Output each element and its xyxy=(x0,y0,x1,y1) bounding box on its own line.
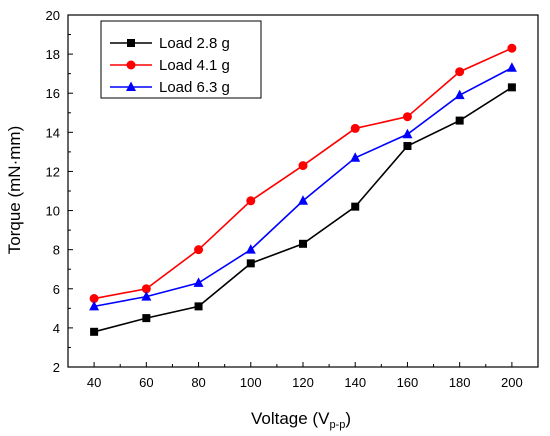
data-point xyxy=(402,128,413,139)
y-tick-label: 2 xyxy=(53,360,60,375)
data-point xyxy=(89,300,100,311)
y-tick-label: 10 xyxy=(46,204,60,219)
data-point xyxy=(455,67,465,77)
data-point xyxy=(194,245,204,255)
data-point xyxy=(298,195,308,205)
data-point xyxy=(402,112,412,122)
data-point xyxy=(246,259,255,268)
series-line xyxy=(93,67,513,308)
legend-items: Load 2.8 g Load 4.1 g Load 6.3 g xyxy=(110,35,230,96)
data-point xyxy=(454,89,465,100)
ticks-layer: 40 60 80 100 120 140 160 180 200 2 4 6 8 10 12 14 16 18 20 xyxy=(46,8,523,390)
y-tick-label: 20 xyxy=(46,8,60,23)
data-point xyxy=(350,123,360,133)
y-tick-label: 16 xyxy=(46,86,60,101)
y-tick-label: 4 xyxy=(53,321,60,336)
plot-frame xyxy=(67,14,539,368)
y-tick-label: 14 xyxy=(46,125,60,140)
data-point xyxy=(193,277,204,287)
x-tick-label: 100 xyxy=(240,375,262,390)
series-layer xyxy=(89,43,517,336)
legend-label: Load 4.1 g xyxy=(159,57,230,74)
y-axis-title: Torque (mN·mm) xyxy=(5,126,24,254)
data-point xyxy=(455,116,464,125)
x-tick-label: 160 xyxy=(397,375,419,390)
data-point xyxy=(245,244,256,254)
legend-marker xyxy=(126,81,136,91)
data-point xyxy=(89,294,99,304)
x-axis-title-subscript: p-p xyxy=(329,419,345,431)
data-point xyxy=(351,202,360,211)
data-point xyxy=(507,43,517,53)
x-tick-label: 140 xyxy=(344,375,366,390)
x-tick-label: 40 xyxy=(87,375,101,390)
legend-item: Load 4.1 g xyxy=(110,57,230,74)
y-tick-label: 8 xyxy=(53,243,60,258)
legend-item: Load 2.8 g xyxy=(110,35,230,52)
legend-marker xyxy=(126,60,136,70)
y-tick-label: 12 xyxy=(46,164,60,179)
legend: Load 2.8 g Load 4.1 g Load 6.3 g xyxy=(100,20,262,99)
data-point xyxy=(350,152,361,162)
x-tick-label: 80 xyxy=(191,375,205,390)
legend-label: Load 6.3 g xyxy=(159,79,230,96)
series-line xyxy=(93,86,513,333)
series-1 xyxy=(90,83,516,336)
data-point xyxy=(298,161,308,171)
data-point xyxy=(194,302,203,311)
x-tick-label: 180 xyxy=(449,375,471,390)
x-tick-label: 200 xyxy=(501,375,523,390)
legend-box xyxy=(100,20,262,99)
data-point xyxy=(246,196,256,206)
data-point xyxy=(507,83,516,92)
series-3 xyxy=(89,62,517,311)
data-point xyxy=(90,327,99,336)
data-point xyxy=(141,284,151,294)
x-tick-label: 120 xyxy=(292,375,314,390)
data-point xyxy=(403,142,412,151)
legend-item: Load 6.3 g xyxy=(110,79,230,96)
data-point xyxy=(141,291,152,301)
x-axis-title: Voltage (Vp-p) xyxy=(251,409,351,431)
y-tick-label: 6 xyxy=(53,282,60,297)
legend-label: Load 2.8 g xyxy=(159,35,230,52)
series-2 xyxy=(89,43,517,304)
data-point xyxy=(299,239,307,248)
legend-marker xyxy=(127,39,135,47)
data-point xyxy=(506,62,517,72)
x-tick-label: 60 xyxy=(139,375,153,390)
data-point xyxy=(142,314,151,323)
y-tick-label: 18 xyxy=(46,47,60,62)
x-axis-title-close: ) xyxy=(345,409,351,428)
